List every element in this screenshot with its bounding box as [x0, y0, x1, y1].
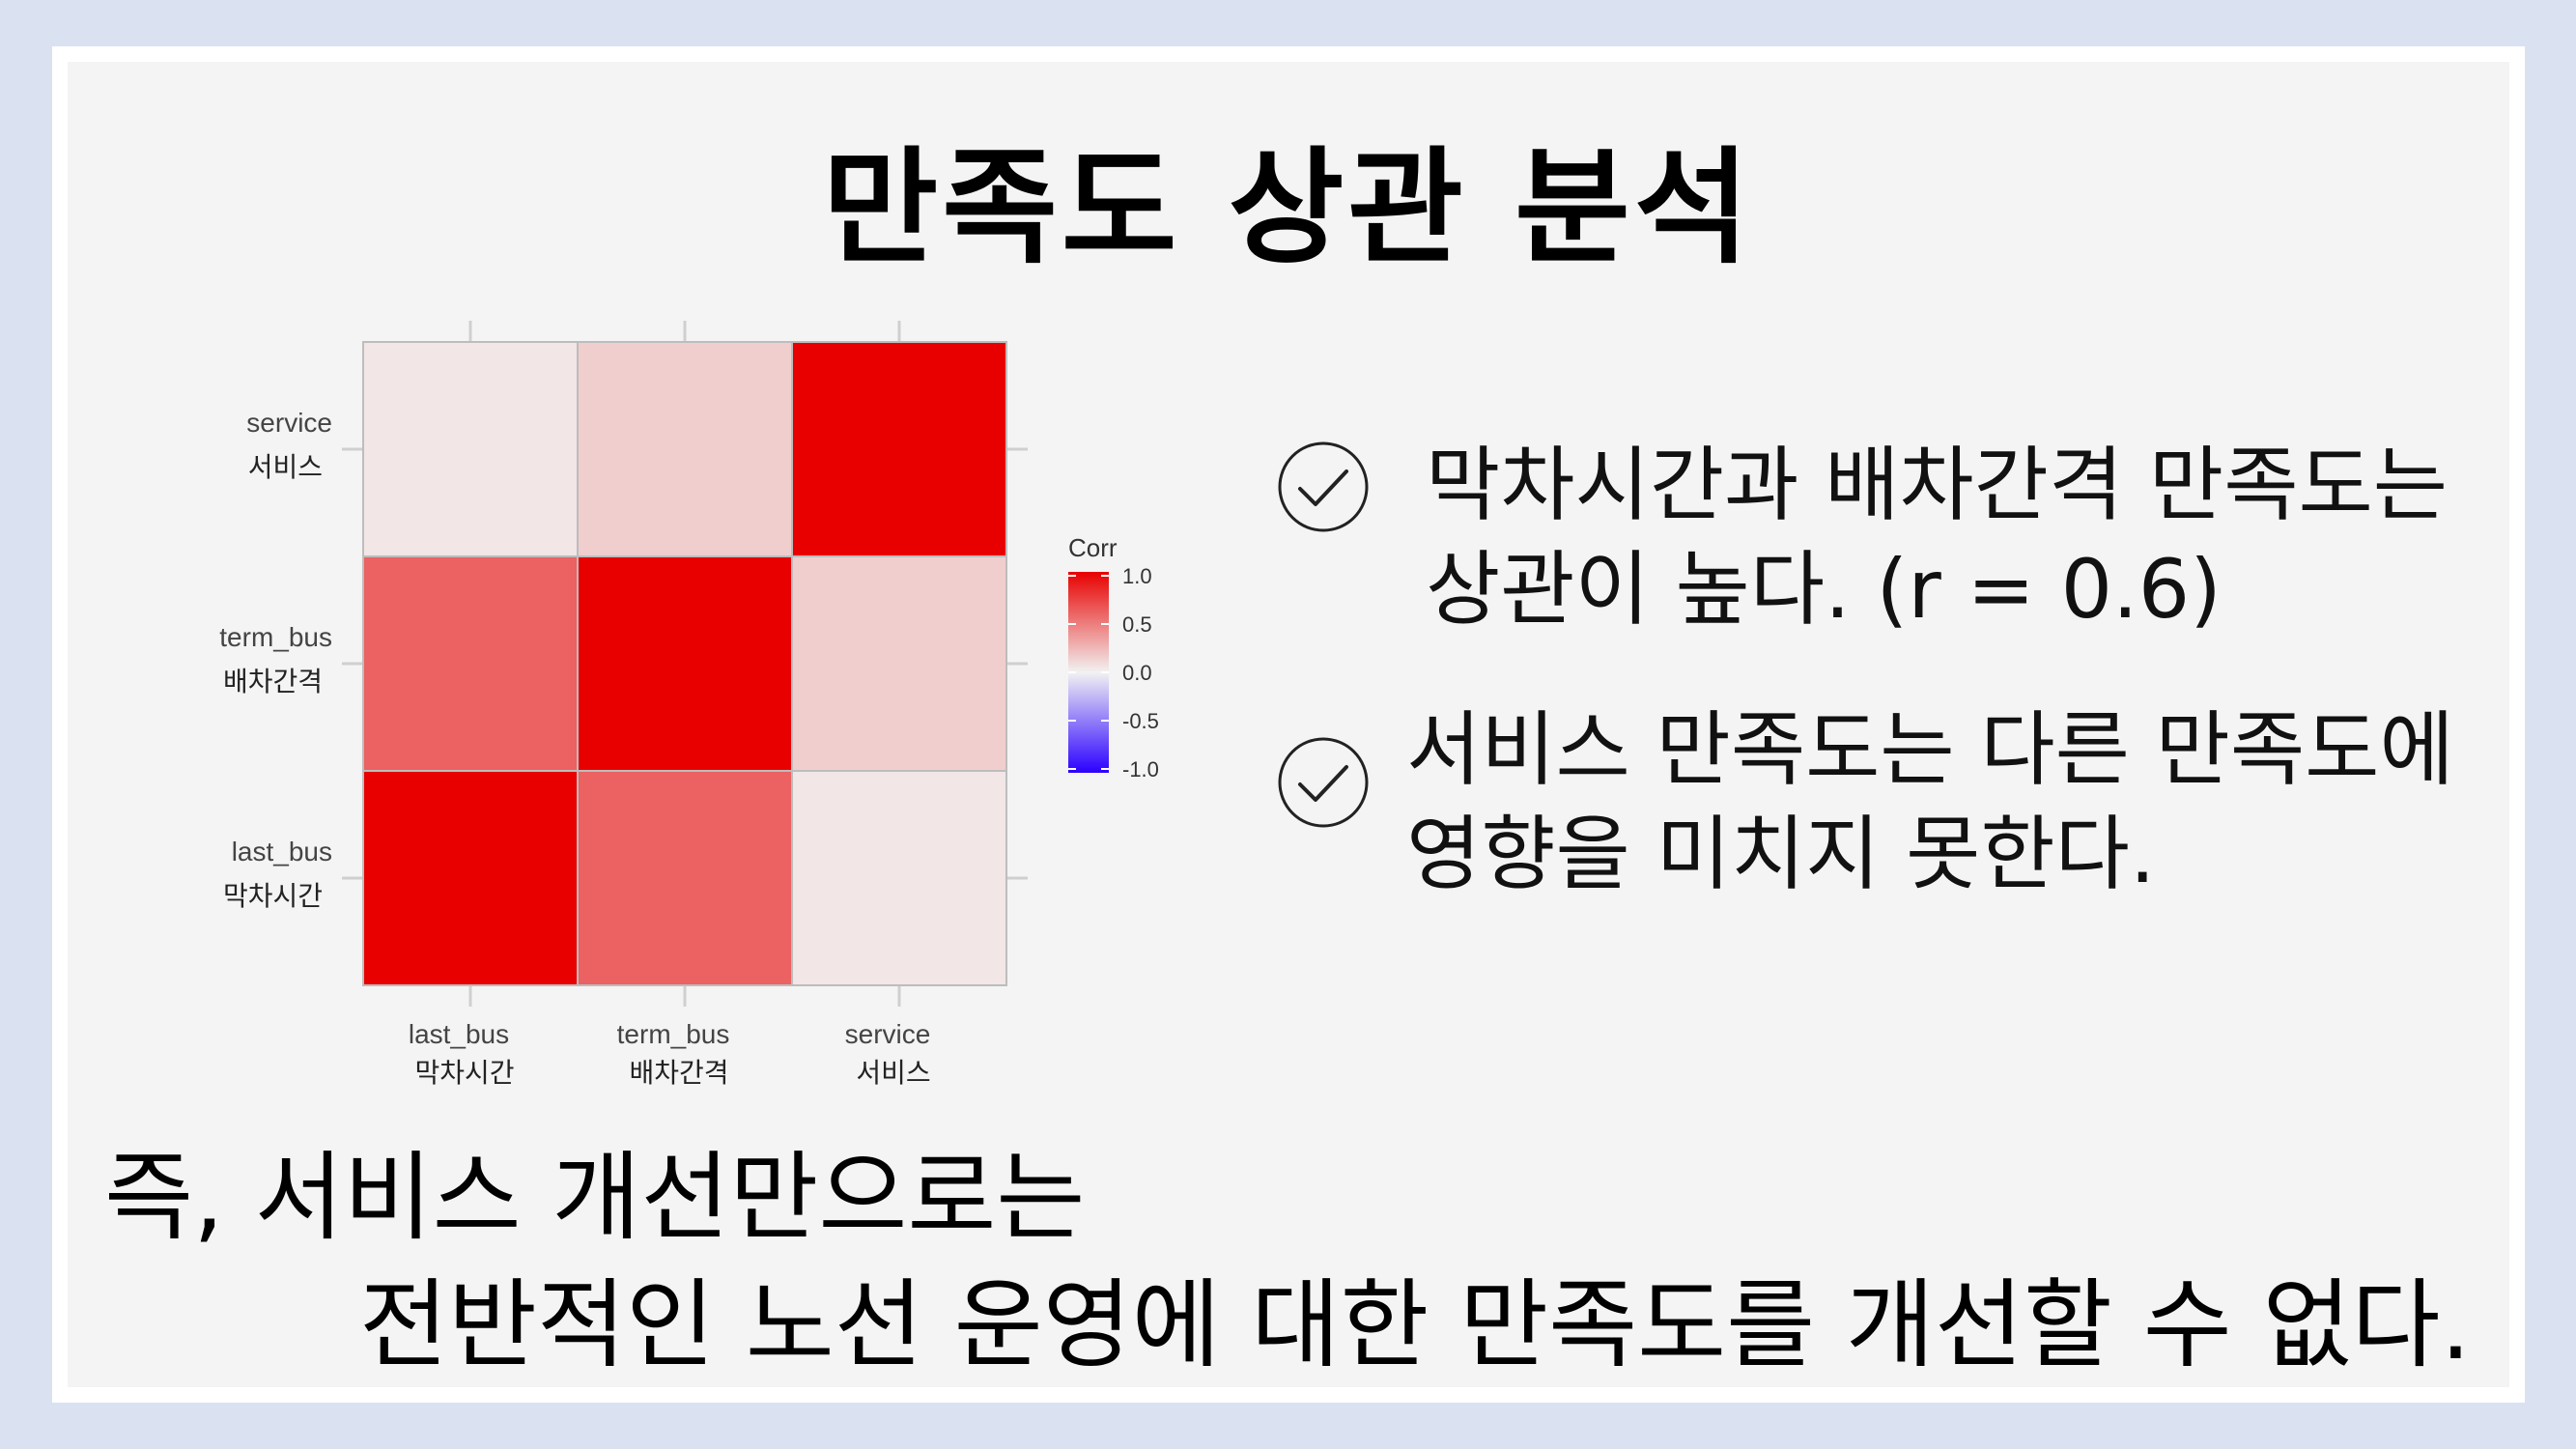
- check-circle-icon: [1278, 737, 1369, 828]
- conclusion-line-2: 전반적인 노선 운영에 대한 만족도를 개선할 수 없다.: [359, 1268, 2472, 1381]
- y-tick-label: term_bus: [219, 622, 332, 652]
- heatmap-cell: [362, 341, 579, 557]
- correlation-heatmap: service 서비스 term_bus 배차간격 last_bus 막차시간 last_b…: [219, 321, 1159, 1089]
- x-tick-label-ko: 막차시간: [414, 1057, 514, 1089]
- y-tick-label-ko: 막차시간: [223, 880, 323, 912]
- x-tick-label: last_bus: [409, 1019, 509, 1049]
- slide-title: 만족도 상관 분석: [822, 134, 1754, 281]
- y-tick-label: service: [246, 408, 332, 438]
- x-tick-label: term_bus: [617, 1019, 730, 1049]
- bullet-2-line-1: 서비스 만족도는 다른 만족도에: [1406, 702, 2454, 797]
- x-tick-label: service: [845, 1019, 931, 1049]
- x-tick-label-ko: 서비스: [856, 1057, 930, 1089]
- y-tick-label-ko: 서비스: [248, 451, 323, 483]
- y-tick-label: last_bus: [232, 837, 332, 867]
- heatmap-cell: [791, 341, 1007, 557]
- legend-tick-label: 1.0: [1122, 564, 1152, 588]
- heatmap-cell: [791, 770, 1007, 986]
- bullet-1-line-2: 상관이 높다. (r = 0.6): [1426, 542, 2222, 637]
- heatmap-cell: [577, 770, 793, 986]
- check-circle-icon: [1278, 441, 1369, 532]
- legend-tick-label: -1.0: [1122, 757, 1159, 781]
- heatmap-cell: [362, 770, 579, 986]
- bullet-2: 서비스 만족도는 다른 만족도에 영향을 미치지 못한다.: [1406, 697, 2454, 906]
- heatmap-cell: [577, 341, 793, 557]
- legend-tick-label: 0.0: [1122, 661, 1152, 685]
- heatmap-cell: [362, 555, 579, 772]
- heatmap-cell: [577, 555, 793, 772]
- x-tick-label-ko: 배차간격: [629, 1057, 728, 1089]
- heatmap-cell: [791, 555, 1007, 772]
- y-tick-label-ko: 배차간격: [223, 666, 323, 697]
- bullet-2-line-2: 영향을 미치지 못한다.: [1406, 807, 2156, 901]
- bullet-1-line-1: 막차시간과 배차간격 만족도는: [1426, 438, 2449, 532]
- conclusion-line-1: 즉, 서비스 개선만으로는: [104, 1141, 1086, 1254]
- legend-title: Corr: [1068, 533, 1118, 562]
- bullet-1: 막차시간과 배차간격 만족도는 상관이 높다. (r = 0.6): [1426, 433, 2448, 641]
- legend-tick-label: 0.5: [1122, 612, 1152, 637]
- legend-tick-label: -0.5: [1122, 709, 1159, 733]
